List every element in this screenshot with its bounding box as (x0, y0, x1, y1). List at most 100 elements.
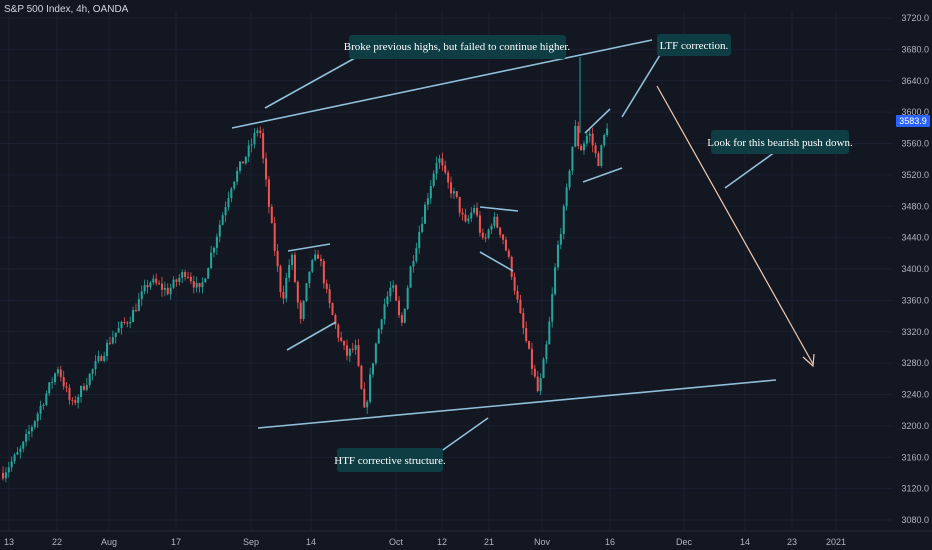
candle (262, 128, 265, 164)
callout-htf-structure[interactable]: HTF corrective structure. (334, 448, 446, 472)
candle (504, 236, 507, 252)
candle (351, 343, 354, 353)
candle (432, 170, 435, 189)
candle (103, 351, 106, 363)
candle (129, 316, 132, 329)
candle (166, 283, 169, 296)
sep-channel-top[interactable] (287, 243, 331, 252)
candle (392, 280, 395, 293)
oct-channel-top[interactable] (479, 206, 519, 212)
candle (1, 466, 5, 481)
y-tick-label: 3720.0 (901, 13, 929, 23)
candle (126, 321, 129, 328)
candle (48, 381, 51, 396)
candle (152, 274, 155, 285)
candle (178, 273, 181, 286)
candle (192, 275, 195, 294)
candle (597, 151, 600, 167)
callout-ltf-correction[interactable]: LTF correction. (657, 34, 731, 56)
oct-channel-bottom[interactable] (479, 251, 514, 272)
candle (328, 284, 331, 309)
ltf-channel-bottom[interactable] (582, 167, 623, 183)
time-axis[interactable]: 13 22 Aug 17 Sep 14 Oct 12 21 Nov 16 Dec 14 23 2021 (0, 530, 932, 547)
candle (233, 181, 236, 191)
ltf-channel-top[interactable] (584, 108, 611, 134)
candle (493, 212, 496, 229)
y-tick-label: 3200.0 (901, 421, 929, 431)
candle (25, 429, 28, 447)
candle (195, 276, 198, 293)
last-price-text: 3583.9 (899, 116, 927, 126)
candle (149, 280, 152, 291)
candle (435, 156, 438, 180)
candle (606, 123, 609, 138)
lower-trendline[interactable] (257, 379, 777, 429)
candle (519, 294, 522, 314)
candle (559, 227, 562, 250)
candle (56, 366, 59, 377)
candle (548, 316, 551, 345)
candle (10, 456, 13, 472)
y-tick-label: 3240.0 (901, 390, 929, 400)
candle (551, 287, 554, 328)
candle (163, 281, 166, 297)
candle (30, 424, 33, 438)
candle (16, 447, 19, 455)
candle (369, 367, 372, 404)
candle (51, 377, 54, 389)
candle (114, 332, 117, 344)
candle (259, 126, 262, 139)
candle (299, 300, 302, 324)
candle (600, 144, 603, 168)
candle (22, 440, 25, 453)
candle (65, 382, 68, 393)
candle (470, 207, 473, 223)
candle (230, 187, 233, 203)
candle (603, 133, 606, 148)
candle (28, 424, 31, 441)
upper-trendline[interactable] (231, 39, 653, 129)
callout-bearish-push[interactable]: Look for this bearish push down. (707, 130, 853, 154)
candle (91, 368, 94, 381)
candle (395, 284, 398, 302)
y-tick-label: 3080.0 (901, 515, 929, 525)
candle (348, 348, 351, 363)
candle (577, 121, 580, 150)
callout-pointer-broke (264, 57, 356, 109)
sep-channel-bottom[interactable] (286, 321, 337, 351)
candle (108, 336, 111, 346)
candle (484, 233, 487, 243)
candle (496, 213, 499, 229)
candle (279, 264, 282, 298)
callout-broke-highs[interactable]: Broke previous highs, but failed to cont… (344, 35, 571, 59)
candle (421, 216, 424, 234)
candle (244, 156, 247, 166)
candle (476, 202, 479, 218)
candle (343, 340, 346, 351)
candle (160, 276, 163, 297)
candle (94, 354, 97, 376)
candle (204, 277, 207, 283)
candle (366, 399, 369, 415)
projection-arrow[interactable] (656, 85, 815, 368)
candle (270, 204, 273, 224)
candle (319, 254, 322, 267)
candle (100, 354, 103, 362)
candle (507, 248, 510, 260)
candle (13, 452, 16, 464)
candle (158, 280, 161, 286)
candle (516, 285, 519, 304)
candle (487, 228, 490, 240)
candle (591, 127, 594, 153)
candle (473, 204, 476, 215)
price-axis[interactable]: 3080.0 3120.0 3160.0 3200.0 3240.0 3280.0 3320… (901, 13, 929, 525)
candle (556, 240, 559, 271)
candle (345, 339, 348, 361)
last-price-label: 3583.9 (896, 115, 930, 127)
candle (571, 146, 574, 175)
candle (585, 131, 588, 147)
candle (236, 166, 239, 186)
candle (305, 283, 308, 302)
candle (85, 377, 88, 392)
